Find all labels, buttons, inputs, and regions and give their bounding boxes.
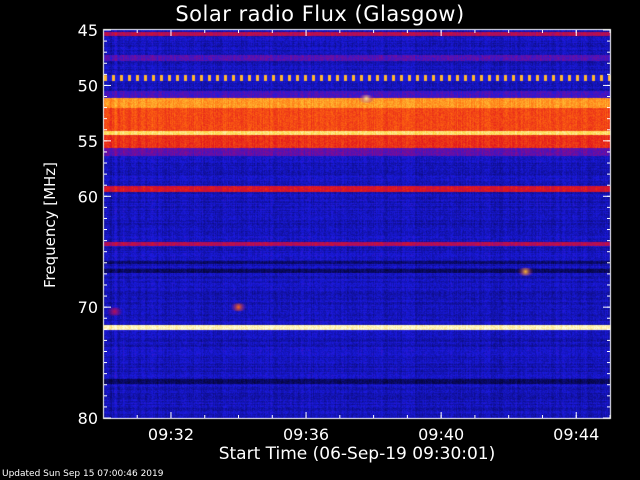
x-tick-label: 09:44: [553, 425, 599, 444]
updated-timestamp: Updated Sun Sep 15 07:00:46 2019: [2, 469, 164, 479]
x-tick-label: 09:32: [148, 425, 194, 444]
x-axis-label: Start Time (06-Sep-19 09:30:01): [218, 444, 496, 464]
y-axis: 45 50 55 60 70 80: [78, 21, 610, 428]
y-tick-label: 70: [78, 298, 98, 317]
y-tick-label: 50: [78, 76, 98, 95]
y-tick-label: 60: [78, 187, 98, 206]
y-axis-label: Frequency [MHz]: [41, 161, 59, 289]
x-tick-label: 09:36: [283, 425, 329, 444]
x-tick-label: 09:40: [418, 425, 464, 444]
y-tick-label: 80: [78, 409, 98, 428]
chart-title: Solar radio Flux (Glasgow): [175, 2, 465, 26]
x-axis: 09:32 09:36 09:40 09:44: [136, 30, 611, 444]
y-tick-label: 45: [78, 21, 98, 40]
y-tick-label: 55: [78, 132, 98, 151]
